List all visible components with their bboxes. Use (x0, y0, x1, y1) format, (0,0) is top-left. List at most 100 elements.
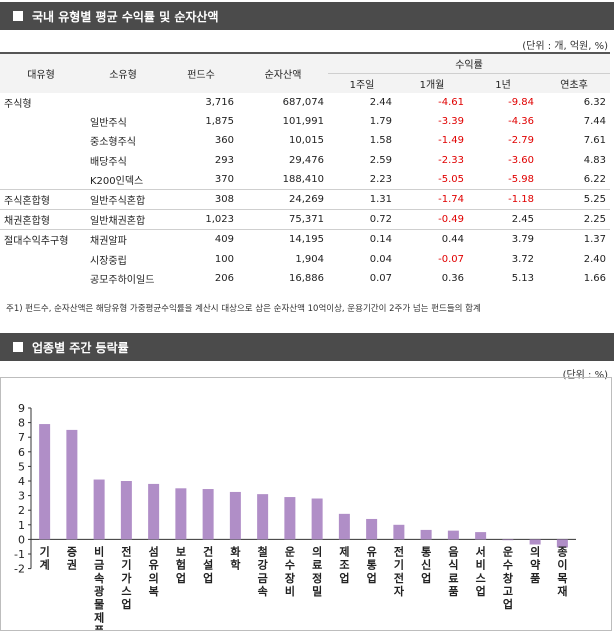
cell-y1: 3.72 (511, 253, 534, 265)
table-row: 일반주식 1,875 101,991 1.79 -3.39 -4.36 7.44 (0, 112, 610, 131)
cell-ytd: 4.83 (583, 154, 606, 166)
cell-ytd: 5.25 (538, 188, 610, 210)
col-type: 대유형 (0, 53, 82, 93)
cell-m1: -3.39 (438, 116, 464, 128)
y-tick-label: 8 (18, 417, 25, 430)
cell-w1: 1.58 (369, 135, 392, 147)
cell-funds: 308 (164, 188, 238, 210)
table-row: K200인덱스 370 188,410 2.23 -5.05 -5.98 6.22 (0, 170, 610, 190)
bar (202, 489, 214, 540)
cell-nav: 29,476 (289, 154, 324, 166)
col-returns: 수익률 (328, 53, 610, 74)
y-tick-label: 2 (18, 504, 25, 517)
section-header-sector: 업종별 주간 등락률 (0, 333, 614, 361)
cell-funds: 360 (214, 135, 234, 147)
cell-w1: 2.59 (369, 154, 392, 166)
cell-y1: -5.98 (508, 173, 534, 185)
cell-m1: -0.07 (438, 253, 464, 265)
cell-funds: 206 (214, 272, 234, 284)
cell-funds: 1,023 (164, 209, 238, 230)
bar (556, 539, 568, 548)
cell-y1: -2.79 (508, 135, 534, 147)
table-unit: (단위 : 개, 억원, %) (522, 41, 608, 52)
y-tick-label: 3 (18, 490, 25, 503)
bar (447, 530, 459, 540)
table-row: 주식혼합형 일반주식혼합 308 24,269 1.31 -1.74 -1.18 5.25 (0, 188, 610, 210)
bar (66, 429, 78, 540)
col-y1: 1년 (468, 73, 538, 93)
cell-funds: 293 (214, 154, 234, 166)
bar (257, 494, 269, 540)
y-tick-label: 5 (18, 460, 25, 473)
table-row: 채권혼합형 일반채권혼합 1,023 75,371 0.72 -0.49 2.45 2.25 (0, 209, 610, 230)
cell-nav: 188,410 (282, 173, 324, 185)
bar (39, 424, 51, 540)
cell-type: 절대수익추구형 (0, 229, 82, 250)
cell-type: 채권혼합형 (0, 209, 82, 230)
cell-type (0, 250, 82, 269)
table-row: 중소형주식 360 10,015 1.58 -1.49 -2.79 7.61 (0, 131, 610, 150)
bar (175, 488, 187, 540)
col-w1: 1주일 (328, 73, 396, 93)
bar (284, 497, 296, 540)
bar (529, 539, 541, 545)
bar (393, 524, 405, 540)
cell-m1: -0.49 (396, 209, 468, 230)
cell-m1: 0.44 (396, 229, 468, 250)
cell-subtype: 공모주하이일드 (90, 274, 155, 286)
table-row: 절대수익추구형 채권알파 409 14,195 0.14 0.44 3.79 1.37 (0, 229, 610, 250)
cell-type (0, 112, 82, 131)
cell-subtype (82, 93, 164, 112)
bar (502, 539, 514, 541)
cell-y1: -9.84 (508, 97, 534, 109)
cell-subtype: 배당주식 (90, 156, 127, 168)
cell-y1: 2.45 (468, 209, 538, 230)
cell-w1: 0.04 (369, 253, 392, 265)
y-tick-label: 1 (18, 519, 25, 532)
col-ytd: 연초후 (538, 73, 610, 93)
cell-w1: 0.72 (328, 209, 396, 230)
cell-m1: -5.05 (438, 173, 464, 185)
cell-m1: -2.33 (438, 154, 464, 166)
y-tick-label: 6 (18, 446, 25, 459)
cell-m1: -1.49 (438, 135, 464, 147)
cell-nav: 24,269 (238, 188, 328, 210)
col-m1: 1개월 (396, 73, 468, 93)
cell-subtype: 일반주식 (90, 118, 127, 130)
square-bullet-icon (13, 342, 23, 352)
cell-y1: -3.60 (508, 154, 534, 166)
cell-subtype: 일반주식혼합 (82, 188, 164, 210)
y-tick-label: 9 (18, 402, 25, 415)
cell-ytd: 6.32 (583, 97, 606, 109)
bar (93, 479, 105, 540)
col-funds: 펀드수 (164, 53, 238, 93)
cell-funds: 409 (164, 229, 238, 250)
cell-nav: 16,886 (289, 272, 324, 284)
cell-m1: -4.61 (438, 97, 464, 109)
cell-ytd: 1.37 (538, 229, 610, 250)
cell-ytd: 2.40 (583, 253, 606, 265)
cell-m1: 0.36 (441, 272, 464, 284)
bar (120, 481, 132, 540)
cell-y1: -4.36 (508, 116, 534, 128)
bar (148, 483, 160, 540)
cell-type (0, 131, 82, 150)
cell-ytd: 7.61 (583, 135, 606, 147)
col-nav: 순자산액 (238, 53, 328, 93)
section-title: 업종별 주간 등락률 (32, 341, 129, 355)
